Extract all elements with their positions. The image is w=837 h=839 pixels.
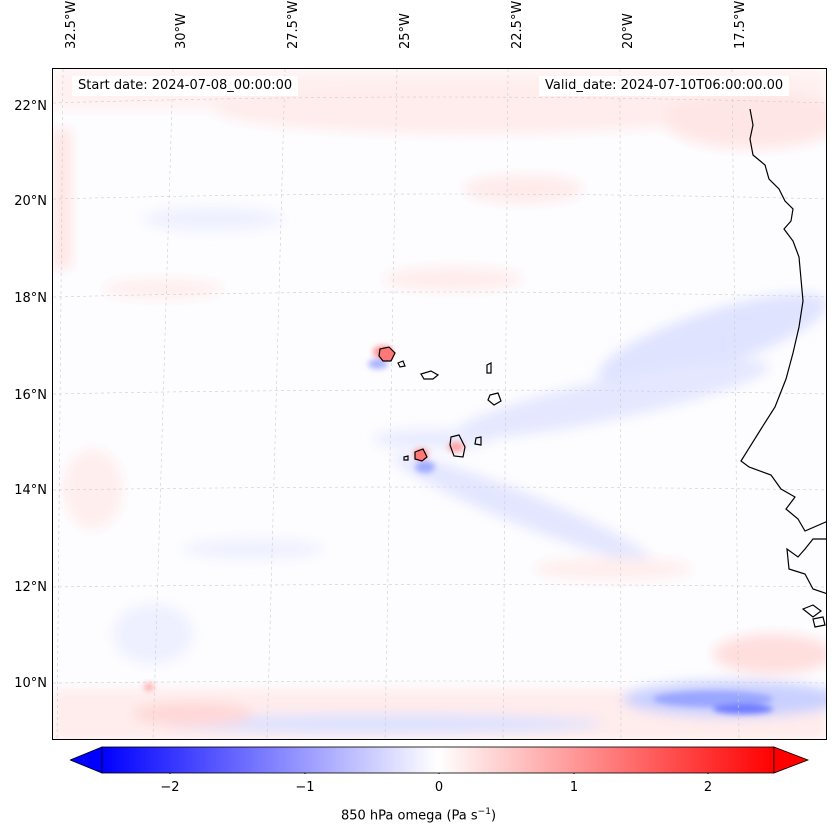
colorbar-tick-neg1: −1 (295, 780, 315, 795)
cape-verde-sal (486, 362, 492, 374)
valid-date-label: Valid_date: 2024-07-10T06:00:00.00 (539, 76, 790, 96)
cape-verde-santo-antao (378, 346, 396, 362)
cape-verde-santiago (449, 434, 466, 458)
lon-label-20w: 20°W (621, 13, 636, 49)
colorbar-max-extend-arrow (773, 746, 810, 774)
lat-label-10n: 10°N (14, 676, 47, 691)
cape-verde-brava (403, 455, 409, 461)
coastlines (378, 108, 826, 628)
lat-label-18n: 18°N (14, 291, 47, 306)
lon-label-25w: 25°W (398, 13, 413, 49)
colorbar-tick-1: 1 (569, 780, 579, 795)
omega-field-map (53, 69, 826, 739)
start-date-label: Start date: 2024-07-08_00:00:00 (72, 76, 299, 96)
map-panel[interactable] (52, 68, 827, 740)
lat-label-16n: 16°N (14, 388, 47, 403)
colorbar-label: 850 hPa omega (Pa s−1) (340, 807, 497, 824)
cape-verde-maio (474, 436, 482, 446)
colorbar-gradient (101, 746, 775, 774)
graticule (53, 69, 826, 739)
lon-label-27.5w: 27.5°W (286, 0, 301, 49)
lat-label-20n: 20°N (14, 194, 47, 209)
colorbar-tick-neg2: −2 (160, 780, 180, 795)
colorbar-tick-marks (169, 773, 709, 774)
lat-label-14n: 14°N (14, 483, 47, 498)
african-coastline (740, 108, 826, 594)
lon-label-17.5w: 17.5°W (733, 0, 748, 49)
omega-anomaly-field (53, 69, 826, 739)
cape-verde-sao-vicente (397, 360, 406, 368)
lon-label-30w: 30°W (174, 13, 189, 49)
lat-label-22n: 22°N (14, 99, 47, 114)
cape-verde-fogo (414, 448, 428, 462)
colorbar-tick-0: 0 (434, 780, 444, 795)
colorbar (70, 746, 810, 774)
omega-sharp-features (144, 346, 773, 714)
cape-verde-boa-vista (487, 392, 502, 406)
colorbar-tick-2: 2 (703, 780, 713, 795)
colorbar-min-extend-arrow (70, 746, 103, 774)
cape-verde-sao-nicolau (420, 370, 440, 380)
lon-label-22.5w: 22.5°W (510, 0, 525, 49)
lat-label-12n: 12°N (14, 580, 47, 595)
lon-label-32.5w: 32.5°W (64, 0, 79, 49)
bijagos-islands (801, 604, 826, 628)
